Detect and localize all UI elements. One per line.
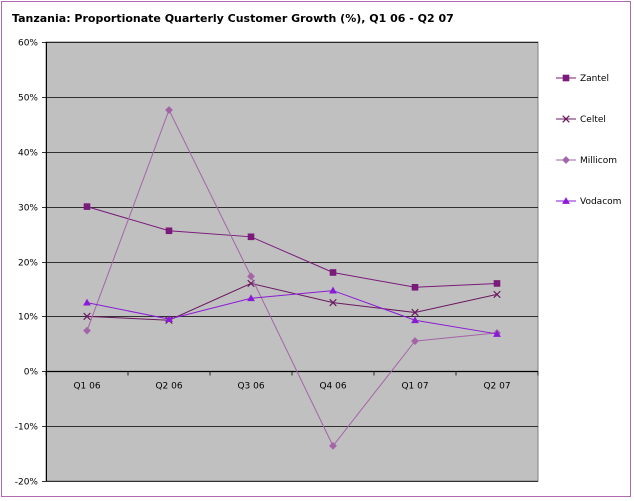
legend-label-zantel: Zantel (580, 74, 609, 84)
legend-marker-millicom (562, 156, 570, 164)
y-tick-label: 40% (18, 149, 38, 159)
chart-title: Tanzania: Proportionate Quarterly Custom… (12, 12, 454, 25)
y-tick-label: 30% (18, 204, 38, 214)
legend-label-millicom: Millicom (580, 156, 617, 166)
data-point-zantel (247, 233, 255, 241)
data-point-zantel (83, 203, 91, 210)
data-point-vodacom (411, 316, 419, 324)
data-point-millicom (83, 326, 91, 335)
y-tick-label: 50% (18, 94, 38, 104)
y-tick-label: -20% (15, 478, 39, 488)
data-point-celtel (411, 308, 419, 317)
y-tick-label: 20% (18, 259, 38, 269)
x-tick-label: Q4 06 (319, 382, 346, 392)
data-point-vodacom (247, 294, 255, 302)
x-tick-label: Q3 06 (237, 382, 264, 392)
series-line-celtel (86, 282, 498, 321)
series-line-vodacom (86, 290, 498, 335)
data-point-millicom (411, 337, 419, 345)
series-line-zantel (86, 206, 498, 288)
data-point-celtel (83, 312, 91, 321)
data-point-zantel (165, 227, 173, 235)
x-tick-label: Q1 06 (73, 382, 100, 392)
data-point-celtel (329, 298, 337, 307)
plot-area (45, 41, 539, 482)
legend-marker-celtel (562, 115, 570, 123)
y-tick-label: -10% (15, 423, 39, 433)
x-tick-label: Q1 07 (401, 382, 428, 392)
legend-label-vodacom: Vodacom (580, 197, 621, 207)
series-line-millicom (86, 108, 498, 447)
data-point-zantel (329, 269, 337, 276)
legend-marker-vodacom (562, 197, 570, 204)
data-point-zantel (493, 280, 501, 287)
y-tick-label: 10% (18, 313, 38, 323)
y-tick-label: 60% (18, 39, 38, 49)
data-point-vodacom (493, 330, 501, 337)
data-point-vodacom (165, 315, 173, 323)
data-point-celtel (493, 290, 501, 299)
x-tick-label: Q2 07 (483, 382, 510, 392)
data-point-millicom (247, 272, 255, 281)
y-tick-label: 0% (24, 368, 39, 378)
data-point-vodacom (329, 286, 337, 294)
data-point-vodacom (83, 298, 91, 306)
data-point-zantel (411, 283, 419, 291)
x-tick-label: Q2 06 (155, 382, 182, 392)
legend-marker-zantel (562, 74, 570, 82)
data-point-millicom (165, 106, 173, 114)
data-point-millicom (329, 441, 337, 450)
legend-label-celtel: Celtel (580, 115, 606, 125)
